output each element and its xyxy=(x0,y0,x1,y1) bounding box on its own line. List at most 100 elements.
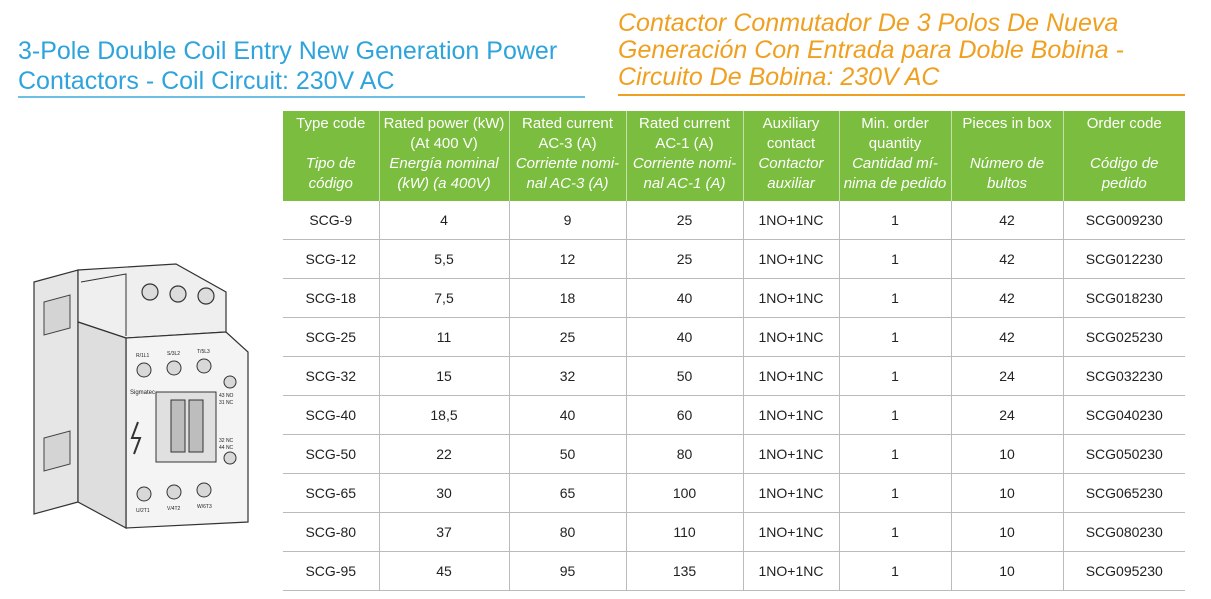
column-header-en: Order code xyxy=(1086,115,1162,132)
terminal-label: W/6T3 xyxy=(197,504,212,510)
contactor-spec-table: Type code Tipo de código Rated power (kW)… xyxy=(283,111,1185,591)
rated-power-cell: 5,5 xyxy=(378,239,509,279)
column-header-en: Type code xyxy=(296,115,366,132)
aux-label: 44 NC xyxy=(219,445,234,451)
column-header-en: Min. order quantity xyxy=(861,115,929,152)
ac1-current-cell: 80 xyxy=(625,434,743,474)
min-order-cell: 1 xyxy=(838,317,951,357)
aux-contact-cell: 1NO+1NC xyxy=(742,201,839,240)
order-code-cell: SCG032230 xyxy=(1062,356,1185,396)
table-row: SCG-95 45 95 135 1NO+1NC 1 10 SCG095230 xyxy=(283,551,1185,591)
order-code-cell: SCG040230 xyxy=(1062,395,1185,435)
min-order-cell: 1 xyxy=(838,551,951,591)
ac1-current-cell: 40 xyxy=(625,278,743,318)
column-header: Rated current AC-1 (A) Corriente nomi-nal… xyxy=(625,111,743,201)
pieces-in-box-cell: 10 xyxy=(950,434,1063,474)
order-code-cell: SCG095230 xyxy=(1062,551,1185,591)
column-header-es: Código de pedido xyxy=(1090,155,1159,192)
aux-label: 32 NC xyxy=(219,438,234,444)
pieces-in-box-cell: 24 xyxy=(950,395,1063,435)
column-header-en: Auxiliary contact xyxy=(762,115,820,152)
table-header-row: Type code Tipo de código Rated power (kW)… xyxy=(283,111,1185,201)
order-code-cell: SCG018230 xyxy=(1062,278,1185,318)
ac1-current-cell: 50 xyxy=(625,356,743,396)
title-english: 3-Pole Double Coil Entry New Generation … xyxy=(18,37,558,95)
type-code-cell: SCG-12 xyxy=(283,239,379,279)
column-header: Rated current AC-3 (A) Corriente nomi-nal… xyxy=(508,111,626,201)
table-row: SCG-25 11 25 40 1NO+1NC 1 42 SCG025230 xyxy=(283,317,1185,357)
table-row: SCG-9 4 9 25 1NO+1NC 1 42 SCG009230 xyxy=(283,201,1185,240)
terminal-label: R/1L1 xyxy=(136,353,150,359)
column-header: Rated power (kW) (At 400 V) Energía nomin… xyxy=(378,111,509,201)
terminal-label: T/5L3 xyxy=(197,349,210,355)
order-code-cell: SCG080230 xyxy=(1062,512,1185,552)
ac3-current-cell: 25 xyxy=(508,317,626,357)
rated-power-cell: 30 xyxy=(378,473,509,513)
title-spanish-rule xyxy=(618,94,1185,96)
contactor-product-image: R/1L1 S/3L2 T/5L3 U/2T1 V/4T2 W/6T3 43 N… xyxy=(33,263,249,530)
column-header-es: Energía nominal (kW) (a 400V) xyxy=(389,155,499,192)
aux-contact-cell: 1NO+1NC xyxy=(742,317,839,357)
table-row: SCG-40 18,5 40 60 1NO+1NC 1 24 SCG040230 xyxy=(283,395,1185,435)
type-code-cell: SCG-65 xyxy=(283,473,379,513)
title-spanish: Contactor Conmutador De 3 Polos De Nueva… xyxy=(618,9,1124,91)
aux-label: 43 NO xyxy=(219,393,234,399)
ac3-current-cell: 9 xyxy=(508,201,626,240)
rated-power-cell: 18,5 xyxy=(378,395,509,435)
terminal-label: U/2T1 xyxy=(136,508,150,514)
type-code-cell: SCG-80 xyxy=(283,512,379,552)
type-code-cell: SCG-32 xyxy=(283,356,379,396)
rated-power-cell: 37 xyxy=(378,512,509,552)
aux-contact-cell: 1NO+1NC xyxy=(742,239,839,279)
ac1-current-cell: 135 xyxy=(625,551,743,591)
aux-contact-cell: 1NO+1NC xyxy=(742,473,839,513)
order-code-cell: SCG050230 xyxy=(1062,434,1185,474)
brand-label: Sigmatec xyxy=(130,390,155,396)
type-code-cell: SCG-25 xyxy=(283,317,379,357)
rated-power-cell: 22 xyxy=(378,434,509,474)
column-header: Pieces in box Número de bultos xyxy=(950,111,1063,201)
ac3-current-cell: 95 xyxy=(508,551,626,591)
ac1-current-cell: 110 xyxy=(625,512,743,552)
type-code-cell: SCG-50 xyxy=(283,434,379,474)
type-code-cell: SCG-18 xyxy=(283,278,379,318)
rated-power-cell: 15 xyxy=(378,356,509,396)
table-row: SCG-12 5,5 12 25 1NO+1NC 1 42 SCG012230 xyxy=(283,239,1185,279)
aux-contact-cell: 1NO+1NC xyxy=(742,278,839,318)
column-header: Min. order quantity Cantidad mí-nima de p… xyxy=(838,111,951,201)
order-code-cell: SCG009230 xyxy=(1062,201,1185,240)
rated-power-cell: 4 xyxy=(378,201,509,240)
pieces-in-box-cell: 42 xyxy=(950,201,1063,240)
min-order-cell: 1 xyxy=(838,239,951,279)
column-header-es: Corriente nomi-nal AC-1 (A) xyxy=(632,155,737,192)
ac3-current-cell: 40 xyxy=(508,395,626,435)
table-row: SCG-50 22 50 80 1NO+1NC 1 10 SCG050230 xyxy=(283,434,1185,474)
ac1-current-cell: 40 xyxy=(625,317,743,357)
ac1-current-cell: 25 xyxy=(625,239,743,279)
pieces-in-box-cell: 10 xyxy=(950,551,1063,591)
min-order-cell: 1 xyxy=(838,512,951,552)
ac3-current-cell: 65 xyxy=(508,473,626,513)
ac3-current-cell: 18 xyxy=(508,278,626,318)
pieces-in-box-cell: 24 xyxy=(950,356,1063,396)
pieces-in-box-cell: 10 xyxy=(950,473,1063,513)
column-header-es: Cantidad mí-nima de pedido xyxy=(843,155,947,192)
column-header-en: Rated current AC-3 (A) xyxy=(522,115,613,152)
column-header-es: Número de bultos xyxy=(969,155,1045,192)
column-header-en: Rated power (kW) (At 400 V) xyxy=(383,115,505,152)
aux-contact-cell: 1NO+1NC xyxy=(742,434,839,474)
ac3-current-cell: 50 xyxy=(508,434,626,474)
column-header: Type code Tipo de código xyxy=(283,111,379,201)
order-code-cell: SCG012230 xyxy=(1062,239,1185,279)
min-order-cell: 1 xyxy=(838,395,951,435)
column-header-es: Tipo de código xyxy=(305,155,356,192)
ac3-current-cell: 32 xyxy=(508,356,626,396)
pieces-in-box-cell: 10 xyxy=(950,512,1063,552)
column-header-en: Rated current AC-1 (A) xyxy=(639,115,730,152)
ac1-current-cell: 60 xyxy=(625,395,743,435)
ac3-current-cell: 12 xyxy=(508,239,626,279)
min-order-cell: 1 xyxy=(838,278,951,318)
min-order-cell: 1 xyxy=(838,356,951,396)
aux-contact-cell: 1NO+1NC xyxy=(742,395,839,435)
ac1-current-cell: 25 xyxy=(625,201,743,240)
